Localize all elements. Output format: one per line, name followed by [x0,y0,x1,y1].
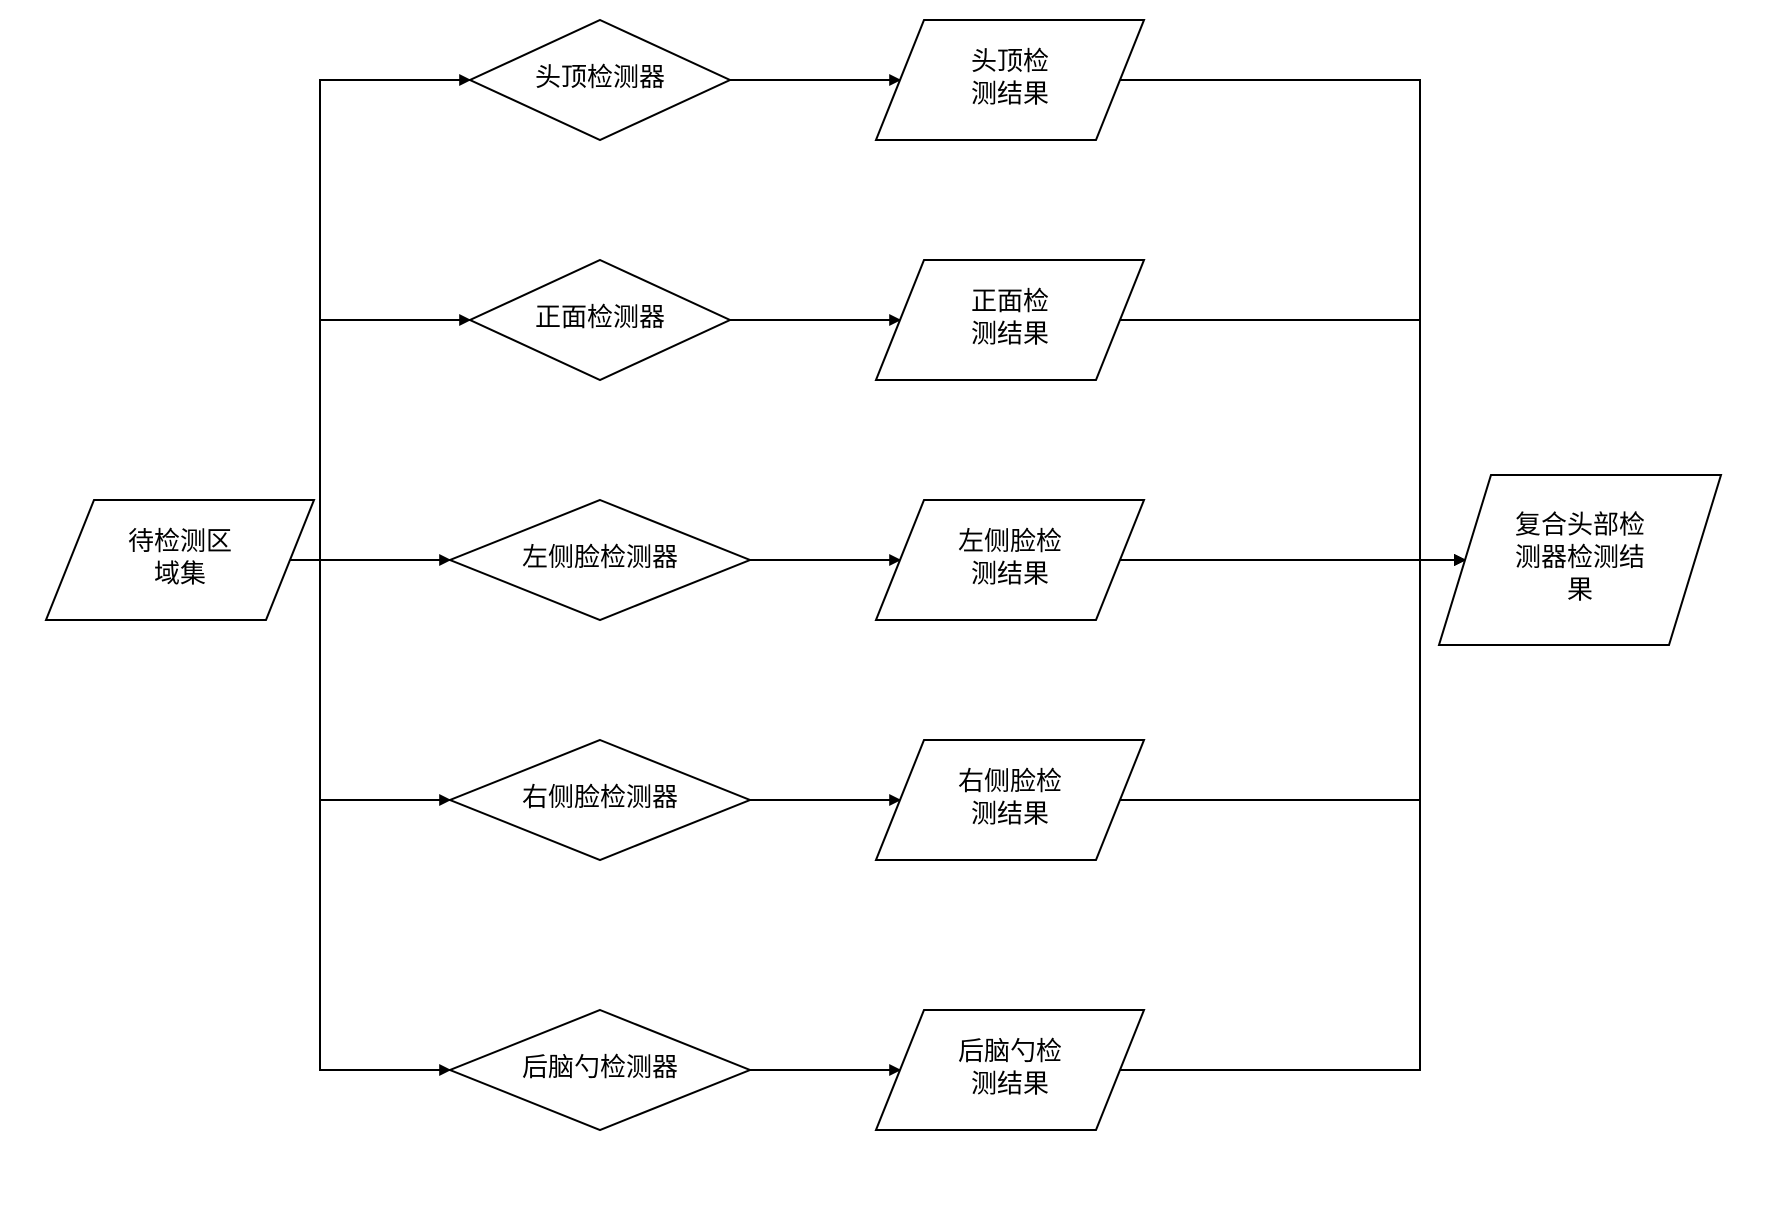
node-layer: 待检测区域集头顶检测器正面检测器左侧脸检测器右侧脸检测器后脑勺检测器头顶检测结果… [46,20,1721,1130]
label-det_right: 右侧脸检测器 [522,783,678,812]
label-det_top: 头顶检测器 [535,63,665,92]
edge-res_right-to-output [1120,560,1465,800]
edge-input-to-det_front [290,320,470,560]
label-det_back: 后脑勺检测器 [522,1053,678,1082]
edge-res_back-to-output [1120,560,1465,1070]
edge-res_front-to-output [1120,320,1465,560]
edge-input-to-det_back [290,560,450,1070]
label-det_left: 左侧脸检测器 [522,543,678,572]
edge-layer [290,80,1465,1070]
label-det_front: 正面检测器 [535,303,665,332]
edge-input-to-det_right [290,560,450,800]
